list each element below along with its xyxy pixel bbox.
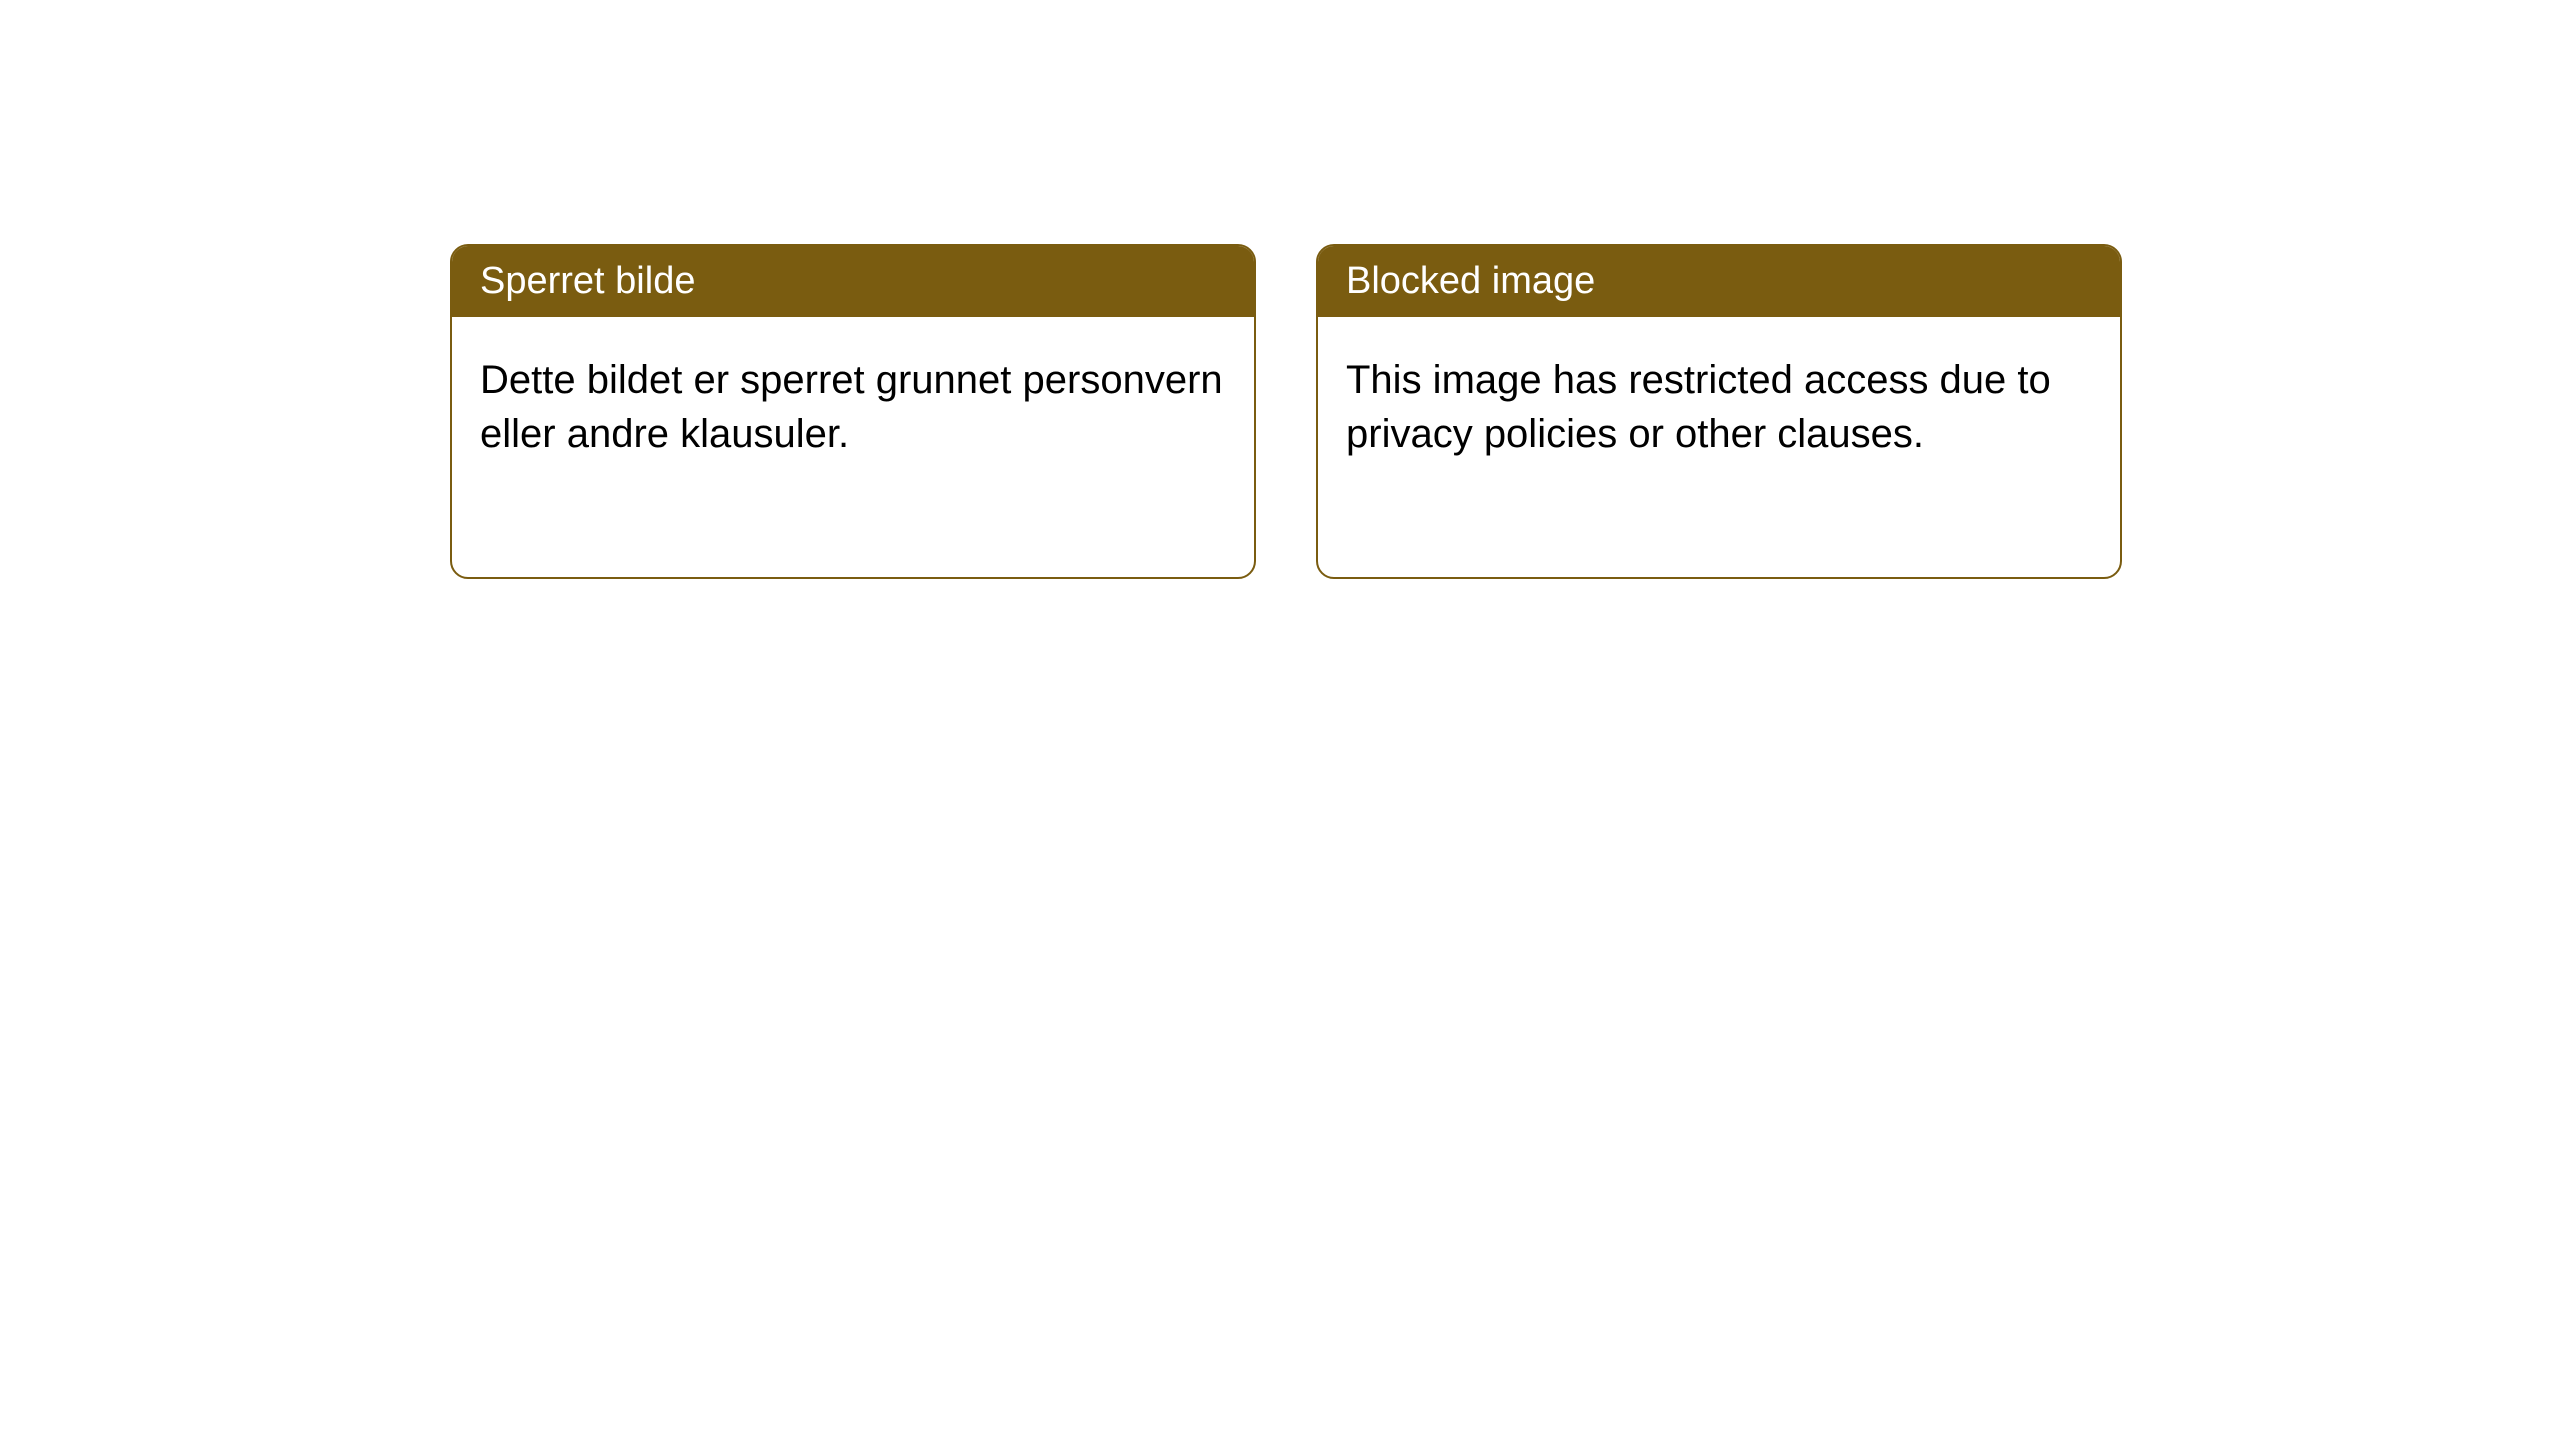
notice-card-norwegian: Sperret bilde Dette bildet er sperret gr… <box>450 244 1256 579</box>
notice-text: This image has restricted access due to … <box>1346 358 2051 456</box>
notice-header: Blocked image <box>1318 246 2120 317</box>
notice-card-english: Blocked image This image has restricted … <box>1316 244 2122 579</box>
notice-text: Dette bildet er sperret grunnet personve… <box>480 358 1223 456</box>
notice-title: Blocked image <box>1346 260 1595 302</box>
notice-body: This image has restricted access due to … <box>1318 317 2120 497</box>
notice-title: Sperret bilde <box>480 260 695 302</box>
notice-container: Sperret bilde Dette bildet er sperret gr… <box>450 244 2122 579</box>
notice-body: Dette bildet er sperret grunnet personve… <box>452 317 1254 497</box>
notice-header: Sperret bilde <box>452 246 1254 317</box>
